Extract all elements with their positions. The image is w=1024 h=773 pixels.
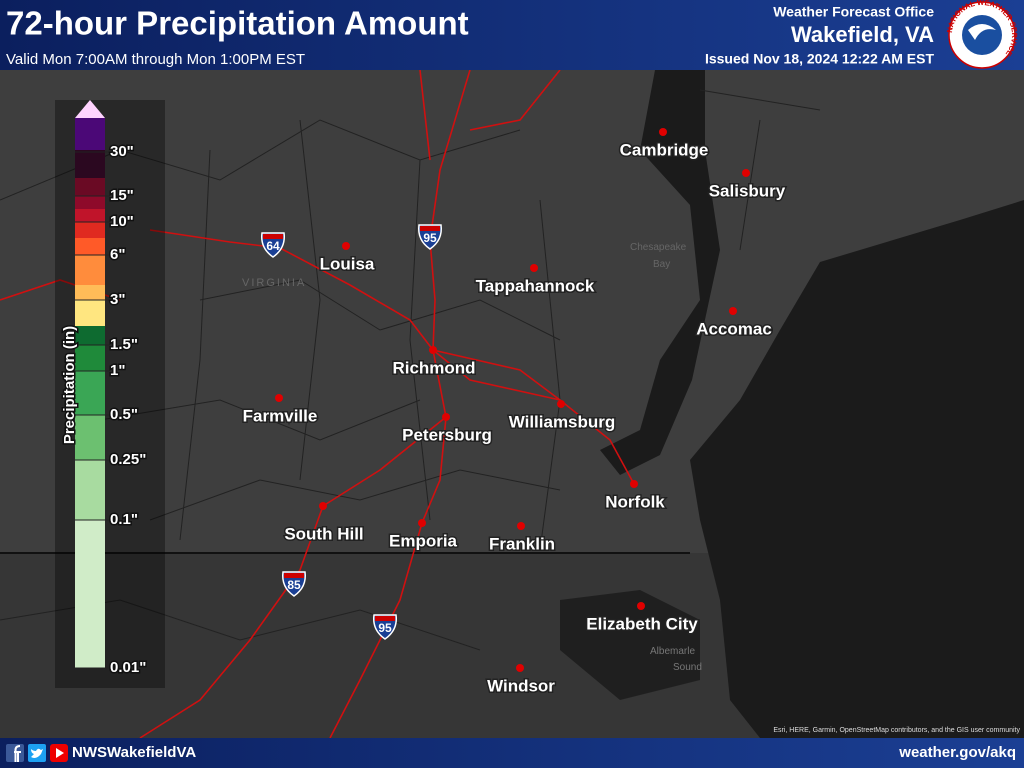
legend-label: 1.5": [110, 336, 138, 353]
city-label: Louisa: [320, 254, 375, 273]
sound: [560, 590, 700, 700]
city-dot: [630, 480, 638, 488]
youtube-glyph: [56, 748, 64, 758]
city-dot: [557, 400, 565, 408]
ocean: [690, 200, 1024, 738]
city-label: Salisbury: [709, 181, 786, 200]
legend-swatch: [75, 178, 105, 196]
legend-swatch: [75, 371, 105, 415]
city-label: Tappahannock: [476, 276, 595, 295]
legend-swatch: [75, 345, 105, 371]
bay: [600, 70, 720, 475]
city-dot: [418, 519, 426, 527]
city-dot: [429, 346, 437, 354]
city-label: South Hill: [284, 524, 363, 543]
shield-number: 95: [378, 621, 392, 635]
office-line: Weather Forecast Office: [773, 4, 934, 20]
shield-top: [263, 234, 283, 239]
city-label: Petersburg: [402, 425, 492, 444]
city-dot: [442, 413, 450, 421]
facebook-glyph: [14, 745, 21, 762]
shield-top: [420, 226, 440, 231]
city-label: Richmond: [392, 358, 475, 377]
city-dot: [319, 502, 327, 510]
legend-swatch: [75, 460, 105, 520]
website[interactable]: weather.gov/akq: [898, 744, 1016, 761]
city-dot: [517, 522, 525, 530]
legend-swatch: [75, 209, 105, 222]
legend: 30" 15" 10" 6" 3" 1.5" 1" 0.5" 0.25" 0.1" 0.01": [75, 100, 148, 677]
issued: Issued Nov 18, 2024 12:22 AM EST: [705, 51, 934, 67]
office-name: Wakefield, VA: [791, 22, 934, 47]
city-label: Windsor: [487, 676, 555, 695]
legend-panel: [55, 100, 165, 688]
legend-label: 0.5": [110, 406, 138, 423]
city-label: Farmville: [243, 406, 318, 425]
city-dot: [637, 602, 645, 610]
legend-cap: [75, 100, 105, 118]
legend-swatch: [75, 222, 105, 238]
shield-top: [375, 616, 395, 621]
logo-cloud: [968, 24, 996, 40]
city-dot: [729, 307, 737, 315]
legend-label: 3": [110, 291, 125, 308]
legend-title: Precipitation (in): [61, 326, 78, 444]
legend-swatch: [75, 326, 105, 345]
nws-logo[interactable]: NATIONAL WEATHER SERVICE: [945, 0, 1019, 69]
legend-swatch: [75, 300, 105, 326]
logo-edge: [948, 1, 1016, 69]
city-label: Elizabeth City: [586, 614, 698, 633]
legend-label: 0.25": [110, 451, 146, 468]
title: 72-hour Precipitation Amount: [6, 5, 469, 42]
shield-number: 85: [287, 578, 301, 592]
legend-swatch: [75, 196, 105, 209]
attribution: Esri, HERE, Garmin, OpenStreetMap contri…: [773, 727, 1020, 734]
city-dot: [659, 128, 667, 136]
shield-number: 95: [423, 231, 437, 245]
legend-label: 0.1": [110, 511, 138, 528]
map-label: Albemarle: [650, 646, 695, 657]
map-label: Sound: [673, 662, 702, 673]
legend-swatch: [75, 415, 105, 460]
map-label: Bay: [653, 259, 670, 270]
social-handle[interactable]: NWSWakefieldVA: [72, 744, 196, 761]
cities: Cambridge Salisbury Louisa Tappahannock Acco…: [241, 128, 787, 697]
city-dot: [516, 664, 524, 672]
legend-label: 1": [110, 362, 125, 379]
city-label: Williamsburg: [509, 412, 616, 431]
city-label: Franklin: [489, 534, 555, 553]
legend-swatch: [75, 520, 105, 668]
twitter-glyph: [31, 748, 43, 758]
legend-swatch: [75, 118, 105, 150]
legend-swatch: [75, 238, 105, 255]
legend-swatch: [75, 255, 105, 285]
city-label: Emporia: [389, 531, 458, 550]
shields: 64 95 85 95: [260, 224, 443, 640]
legend-swatch: [75, 150, 105, 178]
legend-label: 0.01": [110, 659, 146, 676]
subtitle: Valid Mon 7:00AM through Mon 1:00PM EST: [6, 51, 305, 68]
city-label: Cambridge: [620, 140, 709, 159]
city-dot: [742, 169, 750, 177]
logo-center: [962, 15, 1002, 55]
footer-bar: [0, 738, 1024, 768]
city-label: Norfolk: [605, 492, 665, 511]
header-bar: [0, 0, 1024, 70]
map-label: Chesapeake: [630, 242, 687, 253]
shield-number: 64: [266, 239, 280, 253]
city-dot: [342, 242, 350, 250]
legend-label: 10": [110, 213, 134, 230]
legend-label: 30": [110, 143, 134, 160]
map-label: VIRGINIA: [242, 277, 306, 289]
legend-label: 15": [110, 187, 134, 204]
city-label: Accomac: [696, 319, 772, 338]
city-dot: [275, 394, 283, 402]
shield-top: [284, 573, 304, 578]
legend-swatch: [75, 285, 105, 300]
city-dot: [530, 264, 538, 272]
legend-label: 6": [110, 246, 125, 263]
